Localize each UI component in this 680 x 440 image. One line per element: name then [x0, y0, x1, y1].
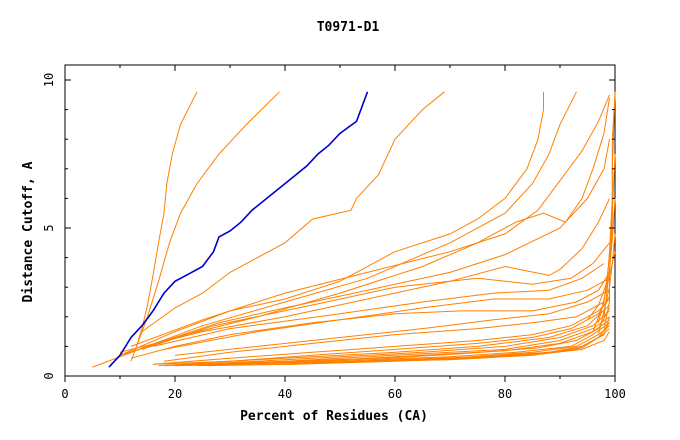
series-line-m09	[119, 198, 610, 353]
series-line-m03	[141, 91, 445, 333]
series-line-m27	[196, 307, 610, 365]
series-line-m15	[163, 301, 605, 362]
y-axis-label: Distance Cutoff, A	[21, 161, 36, 302]
x-axis-label: Percent of Residues (CA)	[240, 409, 428, 424]
series-line-m01	[130, 91, 198, 362]
highlight-series-line	[108, 91, 369, 368]
series-line-m07	[130, 94, 610, 347]
series-line-m33	[598, 233, 616, 335]
series-line-m05	[130, 91, 577, 353]
x-axis: 0 20 40 60 80 100	[61, 65, 626, 401]
series-line-m11	[152, 263, 605, 347]
x-tick-label: 80	[498, 387, 512, 401]
series-line-m18	[158, 304, 610, 367]
series-line-m31	[592, 153, 616, 332]
x-tick-label: 40	[278, 387, 292, 401]
series-line-m02	[136, 91, 280, 347]
x-tick-label: 20	[168, 387, 182, 401]
series-line-m14	[174, 289, 610, 356]
model-series-group	[92, 91, 616, 368]
x-tick-label: 100	[604, 387, 626, 401]
y-axis: 0 5 10	[42, 73, 615, 380]
series-line-m13	[130, 272, 610, 359]
y-tick-label: 10	[42, 73, 56, 87]
y-tick-label: 0	[42, 372, 56, 379]
chart-title: T0971-D1	[317, 20, 380, 35]
series-line-m10	[141, 242, 610, 350]
series-line-m12	[163, 277, 610, 350]
series-line-m19	[163, 310, 610, 367]
y-tick-label: 5	[42, 224, 56, 231]
highlight-series-group	[108, 91, 369, 368]
series-line-m21	[174, 319, 610, 367]
series-line-m08	[92, 139, 610, 368]
x-tick-label: 60	[388, 387, 402, 401]
series-line-m16	[152, 298, 610, 365]
series-line-m28	[218, 316, 610, 365]
x-tick-label: 0	[61, 387, 68, 401]
series-line-m34	[587, 251, 616, 321]
